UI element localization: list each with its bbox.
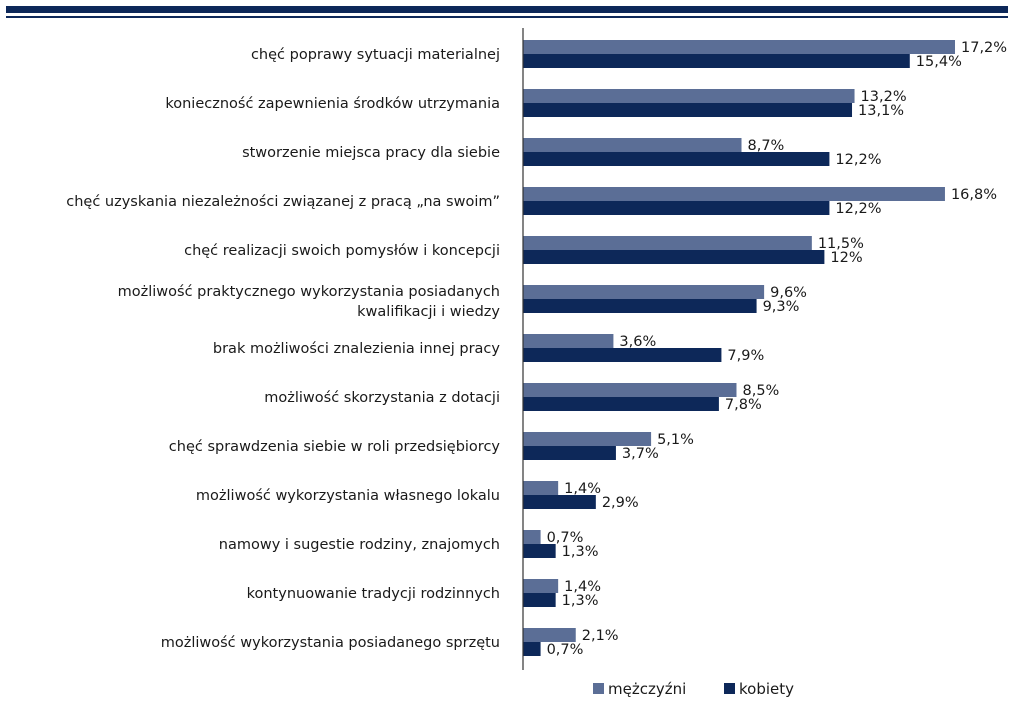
- value-label-women: 15,4%: [916, 54, 962, 70]
- bar-women: [523, 495, 596, 509]
- bar-men: [523, 334, 614, 348]
- value-label-women: 13,1%: [858, 103, 904, 119]
- value-label-women: 7,9%: [727, 348, 764, 364]
- bar-women: [523, 642, 541, 656]
- category-label: chęć sprawdzenia siebie w roli przedsięb…: [169, 439, 501, 455]
- bar-women: [523, 593, 556, 607]
- bar-women: [523, 299, 757, 313]
- bar-men: [523, 285, 765, 299]
- bar-men: [523, 383, 737, 397]
- bar-women: [523, 152, 830, 166]
- value-label-men: 9,6%: [770, 285, 807, 301]
- bar-women: [523, 446, 616, 460]
- value-label-men: 2,1%: [582, 628, 619, 644]
- legend-swatch-men: [593, 683, 604, 694]
- value-label-women: 12,2%: [835, 201, 881, 217]
- value-label-women: 3,7%: [622, 446, 659, 462]
- bar-men: [523, 187, 945, 201]
- header-rule-thin: [6, 16, 1008, 18]
- bar-women: [523, 54, 910, 68]
- value-label-women: 1,3%: [562, 593, 599, 609]
- bar-men: [523, 481, 559, 495]
- value-label-men: 17,2%: [961, 40, 1007, 56]
- value-label-men: 3,6%: [619, 334, 656, 350]
- bar-men: [523, 89, 855, 103]
- bar-men: [523, 236, 812, 250]
- header-rule-thick: [6, 6, 1008, 13]
- bar-men: [523, 138, 742, 152]
- category-label: chęć realizacji swoich pomysłów i koncep…: [184, 243, 500, 259]
- category-label: konieczność zapewnienia środków utrzyman…: [165, 96, 500, 112]
- bar-women: [523, 544, 556, 558]
- category-label: kontynuowanie tradycji rodzinnych: [247, 586, 500, 602]
- category-label: namowy i sugestie rodziny, znajomych: [219, 537, 500, 553]
- category-label: możliwość wykorzystania własnego lokalu: [196, 488, 500, 504]
- value-label-women: 0,7%: [547, 642, 584, 658]
- category-label: stworzenie miejsca pracy dla siebie: [242, 145, 500, 161]
- bar-men: [523, 530, 541, 544]
- category-label: możliwość praktycznego wykorzystania pos…: [118, 284, 501, 320]
- value-label-men: 5,1%: [657, 432, 694, 448]
- value-label-men: 0,7%: [547, 530, 584, 546]
- bar-women: [523, 250, 825, 264]
- value-label-men: 1,4%: [564, 481, 601, 497]
- value-label-men: 11,5%: [818, 236, 864, 252]
- value-label-men: 8,7%: [748, 138, 785, 154]
- legend-label-men: mężczyźni: [608, 680, 686, 698]
- bar-men: [523, 579, 559, 593]
- value-label-women: 1,3%: [562, 544, 599, 560]
- category-label: brak możliwości znalezienia innej pracy: [213, 341, 501, 357]
- value-label-women: 7,8%: [725, 397, 762, 413]
- category-label: chęć uzyskania niezależności związanej z…: [66, 194, 500, 210]
- bar-men: [523, 40, 955, 54]
- bar-women: [523, 348, 722, 362]
- legend-label-women: kobiety: [739, 680, 794, 698]
- value-label-men: 8,5%: [742, 383, 779, 399]
- value-label-men: 16,8%: [951, 187, 997, 203]
- value-label-men: 1,4%: [564, 579, 601, 595]
- value-label-women: 12%: [830, 250, 862, 266]
- bar-men: [523, 432, 652, 446]
- value-label-women: 2,9%: [602, 495, 639, 511]
- bar-women: [523, 201, 830, 215]
- value-label-women: 9,3%: [763, 299, 800, 315]
- category-label: możliwość skorzystania z dotacji: [264, 390, 500, 406]
- legend-swatch-women: [724, 683, 735, 694]
- bar-women: [523, 103, 853, 117]
- category-label: chęć poprawy sytuacji materialnej: [251, 47, 500, 63]
- value-label-men: 13,2%: [861, 89, 907, 105]
- value-label-women: 12,2%: [835, 152, 881, 168]
- bar-women: [523, 397, 719, 411]
- bar-men: [523, 628, 576, 642]
- category-label: możliwość wykorzystania posiadanego sprz…: [161, 635, 500, 651]
